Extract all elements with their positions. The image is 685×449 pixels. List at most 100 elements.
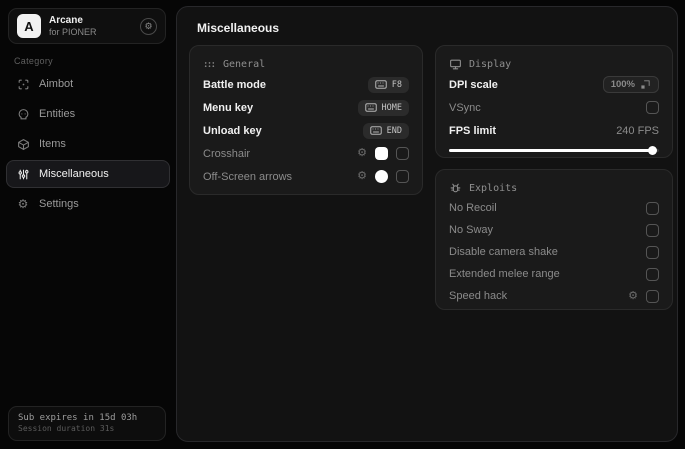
dpi-scale-row: DPI scale 100% (449, 73, 659, 96)
exploits-card: Exploits No Recoil No Sway Disable camer… (435, 169, 673, 310)
no-sway-row: No Sway (449, 219, 659, 241)
sidebar-item-items[interactable]: Items (6, 130, 170, 158)
disable-camera-shake-checkbox[interactable] (646, 245, 659, 259)
app-meta: Arcane for PIONER (49, 15, 132, 37)
sidebar-item-label: Entities (39, 108, 76, 120)
display-card: Display DPI scale 100% VSync (435, 45, 673, 158)
dpi-scale-badge[interactable]: 100% (602, 76, 659, 93)
fps-limit-slider[interactable] (449, 145, 659, 155)
sidebar-item-label: Settings (39, 198, 79, 210)
category-label: Category (14, 56, 53, 66)
vsync-label: VSync (449, 101, 481, 114)
bug-icon (449, 182, 462, 195)
scale-icon (640, 79, 651, 90)
keybind-value: HOME (381, 102, 402, 113)
monitor-icon (449, 58, 462, 71)
offscreen-arrows-label: Off-Screen arrows (203, 170, 293, 183)
fps-limit-value: 240 FPS (616, 124, 659, 137)
sidebar-item-aimbot[interactable]: Aimbot (6, 70, 170, 98)
disable-camera-shake-row: Disable camera shake (449, 241, 659, 263)
exploits-card-header: Exploits (449, 179, 659, 197)
crosshair-checkbox[interactable] (396, 147, 409, 160)
speed-hack-settings-gear-icon[interactable]: ⚙ (628, 289, 638, 302)
main-panel: Miscellaneous General Battle mode (176, 6, 678, 442)
keyboard-icon (364, 103, 377, 112)
category-nav: Aimbot Entities (6, 70, 170, 220)
no-recoil-label: No Recoil (449, 202, 497, 214)
keybind-value: F8 (391, 79, 402, 90)
sidebar-item-label: Miscellaneous (39, 168, 109, 180)
unload-key-row: Unload key END (203, 119, 409, 142)
app-name: Arcane (49, 15, 83, 27)
vsync-row: VSync (449, 96, 659, 119)
slider-knob[interactable] (647, 146, 657, 155)
crosshair-controls: ⚙ (357, 147, 409, 160)
sidebar-item-miscellaneous[interactable]: Miscellaneous (6, 160, 170, 188)
unload-key-label: Unload key (203, 124, 262, 137)
speed-hack-controls: ⚙ (628, 289, 659, 303)
offscreen-arrows-row: Off-Screen arrows ⚙ (203, 165, 409, 188)
sidebar-item-label: Aimbot (39, 78, 74, 90)
menu-key-keybind[interactable]: HOME (357, 99, 409, 116)
dpi-scale-value: 100% (610, 79, 635, 90)
sidebar-item-entities[interactable]: Entities (6, 100, 170, 128)
keybind-value: END (386, 125, 402, 136)
crosshair-color-swatch[interactable] (375, 147, 388, 160)
no-recoil-row: No Recoil (449, 197, 659, 219)
grid-dots-icon (203, 58, 216, 71)
speed-hack-checkbox[interactable] (646, 289, 659, 303)
subscription-info: Sub expires in 15d 03h Session duration … (8, 406, 166, 441)
page-title: Miscellaneous (197, 21, 280, 35)
no-sway-checkbox[interactable] (646, 223, 659, 237)
app-logo: A (17, 14, 41, 38)
dpi-scale-label: DPI scale (449, 78, 498, 91)
sidebar-item-settings[interactable]: ⚙ Settings (6, 190, 170, 218)
app-header: A Arcane for PIONER ⚙ (8, 8, 166, 44)
keyboard-icon (369, 126, 382, 135)
session-duration-text: Session duration 31s (18, 424, 115, 434)
keyboard-icon (375, 80, 387, 89)
scan-icon (16, 77, 30, 91)
sidebar-item-label: Items (39, 138, 66, 150)
battle-mode-keybind[interactable]: F8 (367, 76, 409, 93)
slider-fill (449, 149, 653, 152)
app-subtitle: for PIONER (49, 26, 97, 37)
offscreen-settings-gear-icon[interactable]: ⚙ (357, 170, 367, 182)
fps-limit-row: FPS limit 240 FPS (449, 119, 659, 142)
display-card-header: Display (449, 55, 659, 73)
battle-mode-row: Battle mode F8 (203, 73, 409, 96)
offscreen-color-swatch[interactable] (375, 170, 388, 183)
unload-key-keybind[interactable]: END (362, 122, 409, 139)
sliders-icon (16, 167, 30, 181)
package-icon (16, 137, 30, 151)
no-sway-label: No Sway (449, 224, 494, 236)
sub-expiry-text: Sub expires in 15d 03h (18, 413, 138, 423)
extended-melee-range-row: Extended melee range (449, 263, 659, 285)
display-card-title: Display (469, 58, 512, 70)
offscreen-arrows-controls: ⚙ (357, 170, 409, 183)
menu-key-row: Menu key HOME (203, 96, 409, 119)
menu-key-label: Menu key (203, 101, 254, 114)
vsync-checkbox[interactable] (646, 101, 659, 114)
speed-hack-row: Speed hack ⚙ (449, 285, 659, 307)
crosshair-settings-gear-icon[interactable]: ⚙ (357, 147, 367, 159)
sidebar: A Arcane for PIONER ⚙ Category Aimbot (0, 0, 176, 449)
no-recoil-checkbox[interactable] (646, 201, 659, 215)
gear-icon: ⚙ (17, 197, 29, 211)
general-card-title: General (223, 58, 266, 70)
extended-melee-range-checkbox[interactable] (646, 267, 659, 281)
skull-icon (16, 107, 30, 121)
speed-hack-label: Speed hack (449, 290, 508, 302)
disable-camera-shake-label: Disable camera shake (449, 246, 558, 258)
exploits-card-title: Exploits (469, 182, 518, 194)
extended-melee-range-label: Extended melee range (449, 268, 560, 280)
battle-mode-label: Battle mode (203, 78, 266, 91)
offscreen-checkbox[interactable] (396, 170, 409, 183)
account-gear-icon[interactable]: ⚙ (140, 17, 157, 35)
general-card: General Battle mode F8 Menu key (189, 45, 423, 195)
crosshair-row: Crosshair ⚙ (203, 142, 409, 165)
fps-limit-label: FPS limit (449, 124, 497, 137)
crosshair-label: Crosshair (203, 147, 251, 160)
general-card-header: General (203, 55, 409, 73)
